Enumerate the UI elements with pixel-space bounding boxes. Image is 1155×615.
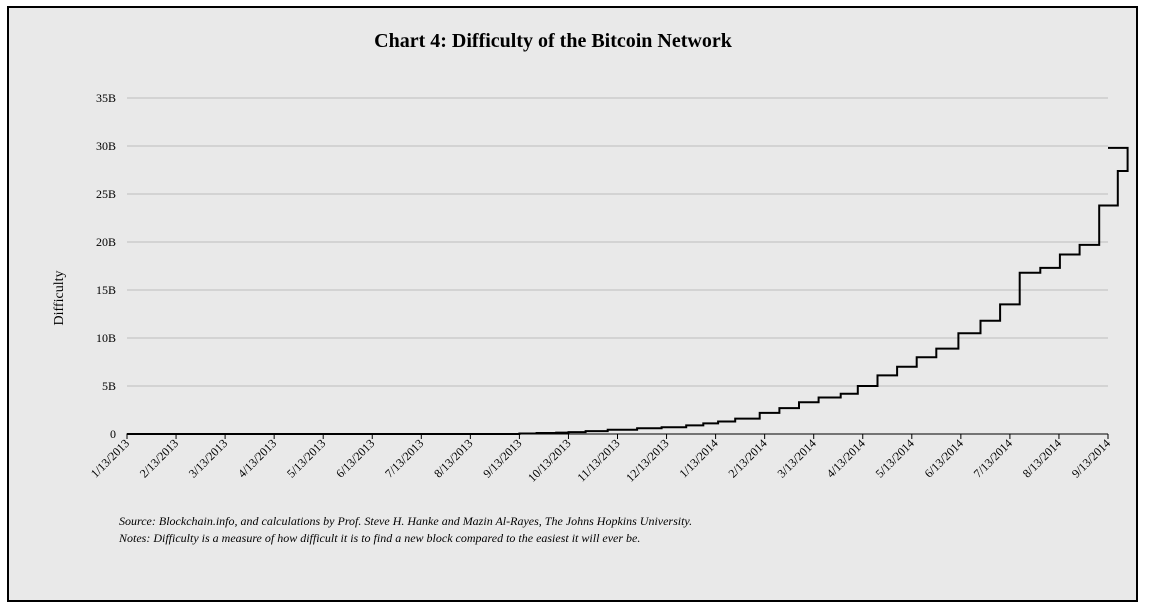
data-point xyxy=(778,407,780,409)
y-tick-label: 5B xyxy=(102,379,116,393)
data-point xyxy=(876,374,879,377)
x-tick-label: 4/13/2014 xyxy=(824,436,868,480)
data-point xyxy=(555,431,557,434)
data-point xyxy=(957,332,959,334)
x-tick-label: 7/13/2014 xyxy=(971,436,1015,480)
data-point xyxy=(1059,253,1061,256)
x-tick-label: 12/13/2013 xyxy=(623,436,672,485)
y-tick-label: 0 xyxy=(110,427,116,441)
notes-text: Notes: Difficulty is a measure of how di… xyxy=(119,531,641,545)
y-tick-label: 15B xyxy=(96,283,116,297)
data-point xyxy=(979,320,982,322)
data-point xyxy=(636,427,638,429)
source-text: Source: Blockchain.info, and calculation… xyxy=(119,514,693,528)
x-tick-label: 3/13/2013 xyxy=(186,436,230,480)
y-axis-ticks: 0 5B 10B 15B 20B 25B 30B 35B xyxy=(96,91,116,441)
data-point xyxy=(1019,272,1021,274)
x-axis-ticks: 1/13/2013 2/13/2013 3/13/2013 4/13/2013 5/13… xyxy=(88,434,1113,485)
x-tick-label: 4/13/2013 xyxy=(235,436,279,480)
data-point xyxy=(685,424,687,426)
chart-title: Chart 4: Difficulty of the Bitcoin Netwo… xyxy=(374,30,733,52)
y-tick-label: 30B xyxy=(96,139,116,153)
data-point xyxy=(840,393,842,395)
data-point xyxy=(1039,267,1041,269)
data-point xyxy=(857,385,859,387)
data-point xyxy=(818,396,820,399)
series-line-difficulty xyxy=(127,146,1129,435)
data-point xyxy=(1127,147,1129,149)
y-axis-title: Difficulty xyxy=(52,271,67,326)
y-tick-label: 25B xyxy=(96,187,116,201)
data-point xyxy=(717,420,719,423)
y-tick-label: 20B xyxy=(96,235,116,249)
data-point xyxy=(518,432,521,435)
x-tick-label: 1/13/2013 xyxy=(88,436,132,480)
x-tick-label: 7/13/2013 xyxy=(382,436,426,480)
gridlines xyxy=(127,97,1108,435)
data-point xyxy=(702,422,704,425)
data-point xyxy=(896,366,898,368)
x-tick-label: 5/13/2013 xyxy=(284,436,328,480)
x-tick-label: 6/13/2013 xyxy=(333,436,377,480)
data-point xyxy=(585,430,587,432)
data-point xyxy=(999,303,1001,305)
data-point xyxy=(567,431,570,433)
x-tick-label: 1/13/2014 xyxy=(676,436,720,480)
x-tick-label: 3/13/2014 xyxy=(775,436,819,480)
x-tick-label: 2/13/2013 xyxy=(137,436,181,480)
x-tick-label: 2/13/2014 xyxy=(725,436,769,480)
chart-frame xyxy=(7,6,1138,602)
data-point xyxy=(798,401,800,403)
data-point xyxy=(126,433,128,435)
x-tick-label: 8/13/2013 xyxy=(431,436,475,480)
data-point xyxy=(1098,204,1100,207)
x-tick-label: 6/13/2014 xyxy=(922,436,966,480)
x-tick-label: 10/13/2013 xyxy=(525,436,574,485)
data-point xyxy=(607,429,609,431)
x-tick-label: 9/13/2014 xyxy=(1069,436,1113,480)
data-point xyxy=(1117,170,1119,172)
source-notes: Source: Blockchain.info, and calculation… xyxy=(119,513,692,547)
y-tick-label: 10B xyxy=(96,331,116,345)
series-layer xyxy=(126,146,1129,435)
data-point xyxy=(535,432,538,434)
data-point xyxy=(916,356,918,358)
y-tick-label: 35B xyxy=(96,91,116,105)
x-tick-label: 5/13/2014 xyxy=(873,436,917,480)
data-point xyxy=(759,412,761,414)
x-tick-label: 11/13/2013 xyxy=(574,436,622,484)
x-tick-label: 8/13/2014 xyxy=(1020,436,1064,480)
data-point xyxy=(734,418,736,420)
data-point xyxy=(1078,244,1081,246)
data-point xyxy=(661,426,663,428)
data-point xyxy=(935,347,937,350)
x-tick-label: 9/13/2013 xyxy=(480,436,524,480)
